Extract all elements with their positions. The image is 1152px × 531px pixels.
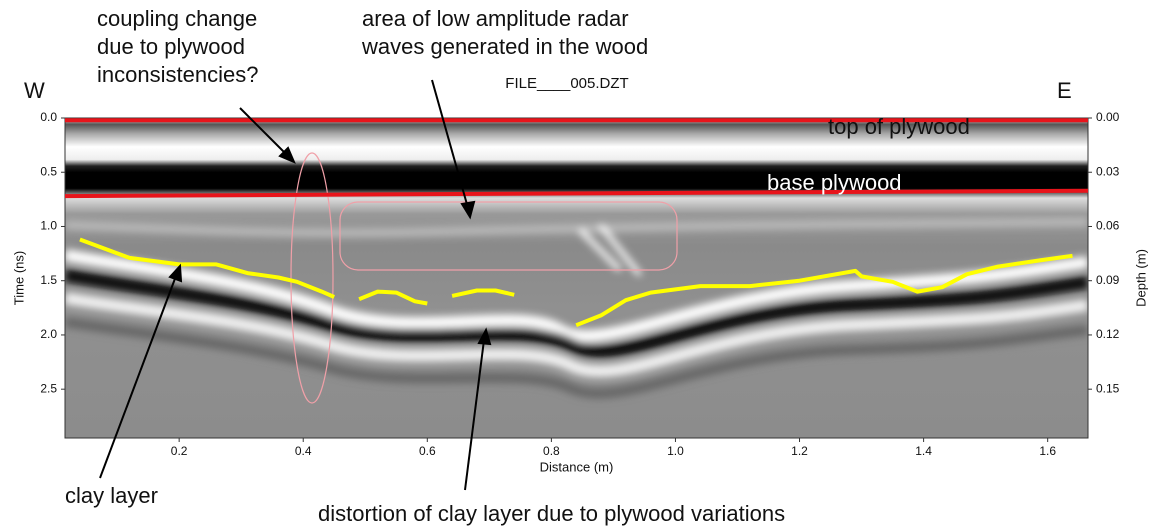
y-tick-label: 0.5 [40, 164, 57, 178]
radargram-image [65, 118, 1088, 438]
arrows [99, 79, 492, 491]
x-tick-label: 1.0 [667, 444, 684, 458]
chart-title: FILE____005.DZT [505, 75, 628, 92]
y-tick-label: 1.0 [40, 219, 57, 233]
y2-tick-label: 0.03 [1096, 164, 1120, 178]
x-tick-label: 0.2 [171, 444, 188, 458]
annotation: coupling change [97, 6, 257, 31]
annotation: waves generated in the wood [361, 34, 648, 59]
y-tick-label: 2.0 [40, 327, 57, 341]
y2-tick-label: 0.06 [1096, 219, 1120, 233]
y-tick-label: 0.0 [40, 110, 57, 124]
x-tick-label: 0.6 [419, 444, 436, 458]
plot-frame [64, 117, 1089, 439]
annotation: inconsistencies? [97, 62, 258, 87]
y2-tick-label: 0.15 [1096, 381, 1120, 395]
x-tick-label: 1.2 [791, 444, 808, 458]
axes: 0.2 0.4 0.6 0.8 1.0 1.2 1.4 1.6 0.0 0.5 1.0 1.5 2.0 2… [11, 110, 1148, 474]
annotation: distortion of clay layer due to plywood … [318, 501, 785, 526]
highlight-ellipse [290, 152, 334, 404]
x-tick-label: 1.4 [915, 444, 932, 458]
y-tick-label: 1.5 [40, 273, 57, 287]
x-tick-label: 0.8 [543, 444, 560, 458]
x-tick-label: 0.4 [295, 444, 312, 458]
y2-tick-label: 0.09 [1096, 273, 1120, 287]
series-label: base plywood [767, 170, 902, 195]
highlight-box [339, 201, 678, 271]
west-label: W [24, 78, 45, 103]
x-axis-title: Distance (m) [540, 459, 614, 474]
series-label: clay layer [65, 483, 158, 508]
marks [64, 118, 1089, 328]
y2-tick-label: 0.00 [1096, 110, 1120, 124]
y-axis-title: Time (ns) [11, 251, 26, 305]
x-tick-label: 1.6 [1039, 444, 1056, 458]
y2-tick-label: 0.12 [1096, 327, 1120, 341]
series-label: top of plywood [828, 114, 970, 139]
annotation: due to plywood [97, 34, 245, 59]
y-tick-label: 2.5 [40, 381, 57, 395]
interpretation-line [64, 188, 1089, 199]
east-label: E [1057, 78, 1072, 103]
interpretation-line [79, 237, 1073, 328]
y2-axis-title: Depth (m) [1133, 249, 1148, 307]
annotation: area of low amplitude radar [362, 6, 629, 31]
